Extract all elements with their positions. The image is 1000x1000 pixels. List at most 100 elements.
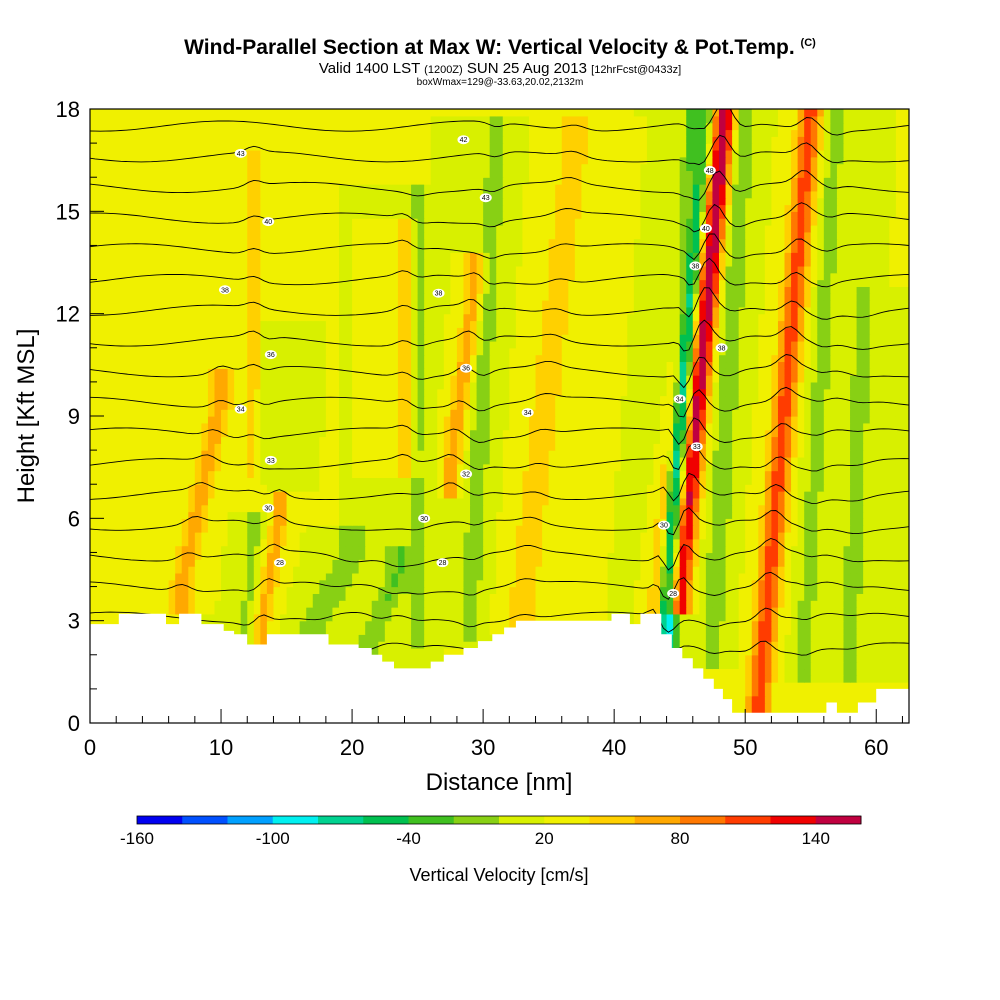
heatmap-cell [607,579,615,588]
heatmap-cell [470,470,478,478]
heatmap-cell [699,477,707,485]
heatmap-cell [614,484,622,492]
heatmap-cell [607,491,615,499]
heatmap-cell [266,572,275,581]
heatmap-cell [358,620,366,629]
heatmap-cell [417,627,425,635]
heatmap-cell [548,607,556,615]
heatmap-cell [188,538,196,547]
heatmap-cell [365,538,373,547]
heatmap-cell [424,566,432,574]
heatmap-cell [830,511,838,519]
heatmap-cell [895,634,904,642]
heatmap-cell [607,518,615,526]
heatmap-cell [889,668,897,676]
heatmap-cell [90,463,98,472]
heatmap-cell [705,579,714,588]
heatmap-cell [863,695,871,704]
heatmap-cell [181,572,189,581]
heatmap-cell [286,579,294,588]
heatmap-cell [640,600,648,608]
heatmap-cell [404,531,412,540]
heatmap-cell [463,572,471,581]
heatmap-cell [725,572,733,581]
heatmap-cell [869,627,877,635]
heatmap-cell [397,572,406,581]
heatmap-cell [705,518,714,526]
heatmap-cell [895,593,904,601]
heatmap-cell [548,470,556,478]
heatmap-cell [777,661,786,670]
heatmap-cell [660,620,668,629]
heatmap-cell [850,647,858,656]
heatmap-cell [882,538,890,547]
heatmap-cell [856,566,864,574]
heatmap-cell [397,627,406,635]
heatmap-cell [411,463,419,472]
heatmap-cell [207,470,216,478]
heatmap-cell [168,463,176,472]
heatmap-cell [633,484,641,492]
heatmap-cell [286,545,294,554]
heatmap-cell [470,579,478,588]
heatmap-cell [784,641,792,649]
heatmap-cell [443,450,451,458]
heatmap-cell [587,572,596,581]
heatmap-cell [810,545,818,554]
heatmap-cell [777,668,786,676]
heatmap-cell [653,504,661,513]
heatmap-cell [221,593,229,601]
heatmap-cell [587,593,596,601]
heatmap-cell [705,654,714,663]
heatmap-cell [555,607,563,615]
heatmap-cell [129,484,137,492]
heatmap-cell [850,600,858,608]
heatmap-cell [135,456,144,465]
heatmap-cell [306,504,314,513]
heatmap-cell [777,654,786,663]
heatmap-cell [581,497,589,506]
heatmap-cell [450,641,458,649]
heatmap-cell [718,511,727,519]
heatmap-cell [319,552,327,560]
heatmap-cell [207,497,216,506]
heatmap-cell [312,586,320,594]
heatmap-cell [705,538,714,547]
heatmap-cell [594,559,602,567]
chart-title-suffix: (C) [800,37,816,49]
heatmap-cell [633,491,641,499]
heatmap-cell [162,525,170,533]
heatmap-cell [175,586,183,594]
heatmap-cell [430,470,438,478]
heatmap-cell [90,593,98,601]
heatmap-cell [666,613,674,622]
heatmap-cell [581,477,589,485]
heatmap-cell [207,552,216,560]
heatmap-cell [751,607,759,615]
heatmap-cell [882,559,890,567]
heatmap-cell [738,579,746,588]
heatmap-cell [751,661,759,670]
heatmap-cell [568,593,576,601]
heatmap-cell [109,463,117,472]
heatmap-cell [823,695,831,704]
heatmap-cell [142,538,150,547]
heatmap-cell [358,491,366,499]
heatmap-cell [476,538,484,547]
heatmap-cell [384,620,392,629]
heatmap-cell [266,586,275,594]
heatmap-cell [850,607,858,615]
heatmap-cell [345,545,353,554]
heatmap-cell [705,470,714,478]
heatmap-cell [738,607,746,615]
heatmap-cell [175,504,183,513]
heatmap-cell [450,477,458,485]
heatmap-cell [797,545,805,554]
heatmap-cell [194,593,202,601]
heatmap-cell [660,586,668,594]
heatmap-cell [234,504,242,513]
heatmap-cell [522,484,530,492]
heatmap-cell [397,620,406,629]
heatmap-cell [391,586,399,594]
heatmap-cell [207,518,216,526]
